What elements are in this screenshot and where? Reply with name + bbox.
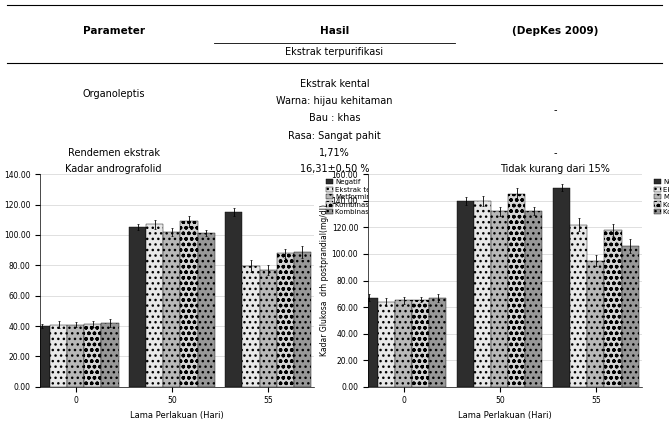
Bar: [491, 212, 508, 387]
Text: Ekstrak kental: Ekstrak kental: [300, 79, 369, 89]
Bar: [474, 201, 491, 387]
Bar: [412, 300, 429, 387]
Text: 16,31±0,50 %: 16,31±0,50 %: [300, 164, 369, 174]
Bar: [378, 302, 395, 387]
Text: Rasa: Sangat pahit: Rasa: Sangat pahit: [288, 131, 381, 141]
Bar: [102, 323, 118, 387]
Text: Kadar andrografolid: Kadar andrografolid: [66, 164, 162, 174]
Text: Parameter: Parameter: [83, 26, 145, 37]
Text: Warna: hijau kehitaman: Warna: hijau kehitaman: [276, 96, 393, 106]
Text: Organoleptis: Organoleptis: [82, 89, 145, 99]
Bar: [181, 221, 197, 387]
Bar: [50, 325, 67, 387]
Text: -: -: [553, 148, 557, 159]
Bar: [429, 298, 446, 387]
Bar: [242, 266, 260, 387]
Bar: [84, 324, 102, 387]
Text: Hasil: Hasil: [320, 26, 349, 37]
Bar: [508, 194, 525, 387]
Bar: [457, 201, 474, 387]
Bar: [525, 212, 543, 387]
Bar: [587, 261, 605, 387]
Bar: [361, 298, 378, 387]
Bar: [605, 230, 622, 387]
Bar: [129, 227, 147, 387]
Bar: [197, 233, 215, 387]
X-axis label: Lama Perlakuan (Hari): Lama Perlakuan (Hari): [130, 411, 224, 420]
Bar: [163, 232, 181, 387]
Legend: Negatif, Ekstrak terpurifikasi, Metformin, Kombinasi 1, Kombinasi 2: Negatif, Ekstrak terpurifikasi, Metformi…: [652, 178, 669, 216]
Bar: [33, 326, 50, 387]
X-axis label: Lama Perlakuan (Hari): Lama Perlakuan (Hari): [458, 411, 552, 420]
Y-axis label: Kadar Glukosa  Darah preprandial (mg/dl): Kadar Glukosa Darah preprandial (mg/dl): [0, 200, 1, 361]
Text: (DepKes 2009): (DepKes 2009): [512, 26, 599, 37]
Text: Tidak kurang dari 15%: Tidak kurang dari 15%: [500, 164, 610, 174]
Bar: [570, 225, 587, 387]
Text: Ekstrak terpurifikasi: Ekstrak terpurifikasi: [286, 47, 383, 57]
Bar: [147, 224, 163, 387]
Bar: [395, 300, 412, 387]
Text: Bau : khas: Bau : khas: [309, 113, 360, 124]
Text: 1,71%: 1,71%: [319, 148, 350, 159]
Text: Rendemen ekstrak: Rendemen ekstrak: [68, 148, 160, 159]
Text: -: -: [553, 105, 557, 115]
Bar: [294, 252, 311, 387]
Y-axis label: Kadar Glukosa  drh postprandial(mg/dl): Kadar Glukosa drh postprandial(mg/dl): [320, 204, 329, 357]
Bar: [67, 325, 84, 387]
Bar: [553, 187, 570, 387]
Bar: [225, 212, 242, 387]
Legend: Negatif, Ekstrak terpurifikasi, Metformin, Kombinasi 1, Kombinasi 2: Negatif, Ekstrak terpurifikasi, Metformi…: [324, 178, 407, 216]
Bar: [260, 270, 277, 387]
Bar: [277, 253, 294, 387]
Bar: [622, 246, 639, 387]
